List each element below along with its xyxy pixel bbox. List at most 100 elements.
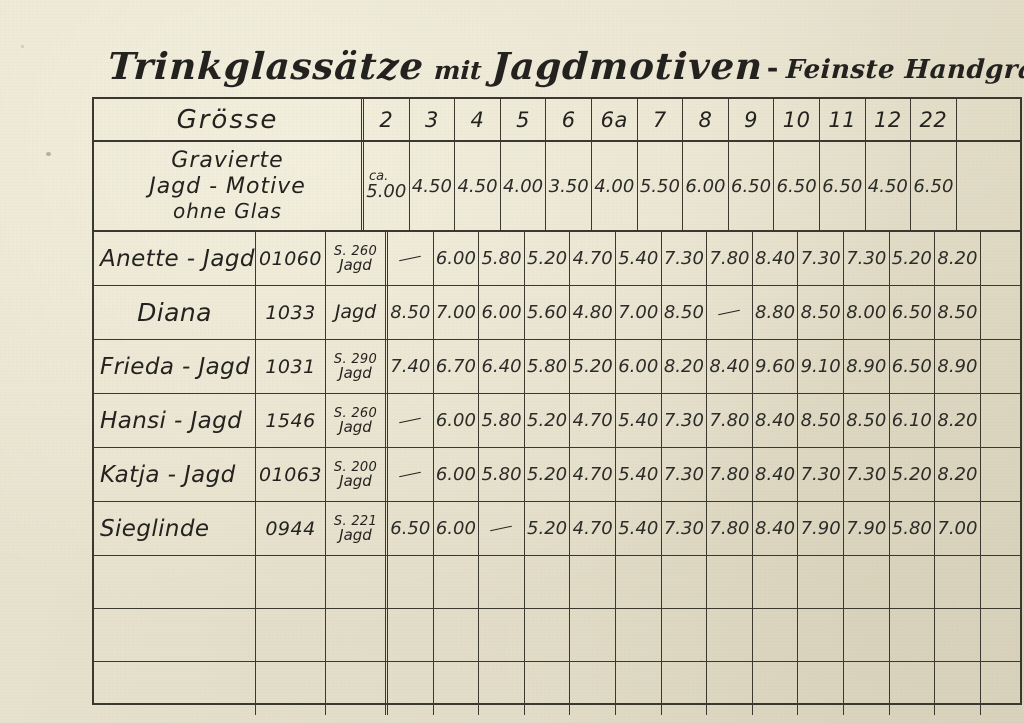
- price-cell-size-11: 8.50: [844, 394, 890, 447]
- price-cell-size-6a: 7.00: [616, 286, 662, 339]
- price-value: 7.80: [709, 464, 750, 485]
- empty-price-cell-size-10: [798, 609, 844, 661]
- empty-name-cell: [94, 662, 256, 715]
- product-name-cell: Frieda - Jagd: [94, 340, 256, 393]
- price-cell-size-12: 6.50: [890, 340, 936, 393]
- empty-price-cell-size-4: [479, 609, 525, 661]
- title-main-first: Trinkglassätze: [106, 44, 426, 88]
- title-dash: -: [766, 51, 779, 84]
- empty-price-cell-size-22: [935, 556, 981, 608]
- price-value: 6.00: [618, 356, 659, 377]
- price-value: 6.10: [891, 410, 932, 431]
- price-value: 6.00: [481, 302, 522, 323]
- product-code-cell: 01060: [256, 232, 326, 285]
- price-cell-size-3: 7.00: [434, 286, 480, 339]
- header-size-value: 6a: [600, 107, 628, 132]
- product-series-word: Jagd: [339, 417, 372, 436]
- price-value: 5.20: [891, 464, 932, 485]
- price-value: 6.50: [891, 356, 932, 377]
- header-size-value: 8: [698, 107, 713, 132]
- empty-price-cell-size-6: [570, 556, 616, 608]
- no-price-dash-icon: [490, 525, 513, 532]
- price-cell-size-4: [479, 502, 525, 555]
- table-row: Hansi - Jagd 1546 S. 260 Jagd 6.00 5.80 5.20 4.…: [94, 394, 1020, 448]
- price-value: 6.50: [390, 518, 431, 539]
- product-series-number: S. 221: [333, 513, 378, 529]
- product-code: 1031: [265, 355, 316, 378]
- price-cell-size-11: 7.30: [844, 448, 890, 501]
- product-series: S. 290 Jagd: [334, 353, 377, 381]
- price-cell-size-2: [388, 448, 434, 501]
- empty-price-cell-size-8: [707, 556, 753, 608]
- price-cell-size-8: 7.80: [707, 232, 753, 285]
- price-cell-size-2: [388, 394, 434, 447]
- price-value: 8.80: [755, 302, 796, 323]
- price-value: 5.40: [618, 464, 659, 485]
- engraving-price-value: 6.50: [822, 175, 863, 197]
- engraving-price-value: 6.50: [776, 175, 817, 197]
- price-cell-size-12: 5.20: [890, 448, 936, 501]
- header-size-value: 12: [873, 107, 902, 132]
- engraving-label: Gravierte Jagd - Motive ohne Glas: [149, 148, 306, 224]
- price-value: 9.60: [755, 356, 796, 377]
- price-value: 7.80: [709, 518, 750, 539]
- price-cell-size-7: 8.50: [662, 286, 708, 339]
- engraving-label-line1: Gravierte: [171, 148, 284, 174]
- price-value: 7.30: [800, 464, 841, 485]
- price-value: 5.80: [481, 464, 522, 485]
- product-series-word: Jagd: [339, 525, 372, 544]
- empty-series-cell: [326, 662, 388, 715]
- product-code: 01063: [259, 463, 322, 486]
- product-name: Frieda - Jagd: [100, 353, 251, 380]
- price-cell-size-6: 4.80: [570, 286, 616, 339]
- no-price-dash-icon: [718, 309, 741, 316]
- product-code-cell: 1031: [256, 340, 326, 393]
- price-value: 5.80: [481, 248, 522, 269]
- price-value: 5.20: [891, 248, 932, 269]
- engraving-label-cell: Gravierte Jagd - Motive ohne Glas: [94, 142, 364, 230]
- price-value: 7.30: [663, 248, 704, 269]
- price-cell-size-5: 5.20: [525, 448, 571, 501]
- price-value: 6.00: [435, 410, 476, 431]
- product-code: 0944: [265, 517, 316, 540]
- table-row: Sieglinde 0944 S. 221 Jagd 6.50 6.00 5.20 4.70 5…: [94, 502, 1020, 556]
- price-value: 7.40: [390, 356, 431, 377]
- product-code-cell: 1546: [256, 394, 326, 447]
- product-series-word: Jagd: [339, 363, 372, 382]
- price-value: 5.20: [527, 464, 568, 485]
- price-cell-size-6: 4.70: [570, 394, 616, 447]
- product-code-cell: 01063: [256, 448, 326, 501]
- price-value: 6.50: [891, 302, 932, 323]
- price-cell-size-7: 7.30: [662, 232, 708, 285]
- price-cell-size-6a: 6.00: [616, 340, 662, 393]
- empty-price-cell-size-6: [570, 609, 616, 661]
- price-cell-size-5: 5.60: [525, 286, 571, 339]
- empty-price-cell-size-10: [798, 662, 844, 715]
- product-series-cell: S. 290 Jagd: [326, 340, 388, 393]
- empty-price-cell-size-9: [753, 556, 799, 608]
- header-size-12: 12: [866, 99, 912, 140]
- price-value: 7.90: [846, 518, 887, 539]
- price-value: 8.20: [937, 248, 978, 269]
- price-value: 7.00: [435, 302, 476, 323]
- no-price-dash-icon: [399, 255, 422, 262]
- header-size-4: 4: [455, 99, 501, 140]
- price-cell-size-9: 9.60: [753, 340, 799, 393]
- price-cell-size-6a: 5.40: [616, 502, 662, 555]
- header-size-value: 9: [744, 107, 758, 132]
- price-value: 5.40: [618, 248, 659, 269]
- price-value: 4.80: [572, 302, 613, 323]
- price-value: 8.50: [937, 302, 978, 323]
- price-cell-size-5: 5.20: [525, 394, 571, 447]
- empty-price-cell-size-22: [935, 662, 981, 715]
- price-cell-size-2: 8.50: [388, 286, 434, 339]
- header-size-value: 5: [516, 107, 531, 132]
- price-cell-size-6: 4.70: [570, 448, 616, 501]
- header-size-11: 11: [820, 99, 866, 140]
- row-blank-cell: [981, 286, 1020, 339]
- empty-table-row: [94, 556, 1020, 609]
- engraving-price-value: 5.00: [366, 181, 407, 203]
- product-series-number: S. 260: [333, 405, 378, 421]
- empty-blank-cell: [981, 609, 1020, 661]
